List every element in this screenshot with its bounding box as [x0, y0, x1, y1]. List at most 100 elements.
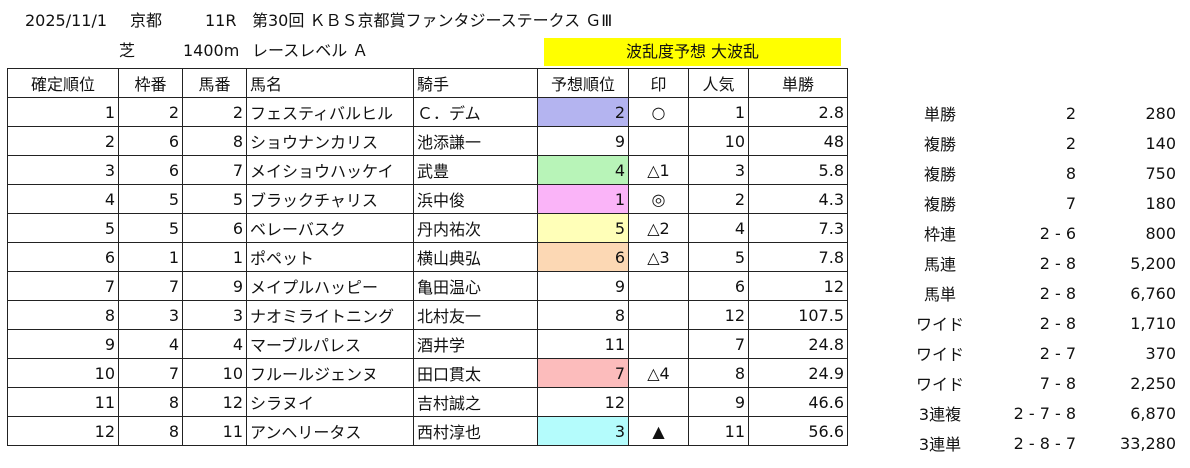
payout-row: 複勝 7 180	[890, 188, 1180, 218]
payout-combination: 8	[1065, 163, 1076, 183]
popularity-cell: 12	[688, 300, 749, 330]
horse-name-cell: マーブルパレス	[246, 329, 414, 359]
horse-number-cell: 6	[182, 213, 247, 243]
horse-name-cell: フェスティバルヒル	[246, 97, 414, 127]
payout-combination: 7	[1065, 193, 1076, 213]
col-header: 印	[628, 68, 689, 98]
payout-kind: 3連単	[918, 435, 962, 454]
horse-name-cell: ブラックチャリス	[246, 184, 414, 214]
horse-number-cell: 1	[182, 242, 247, 272]
popularity-cell: 7	[688, 329, 749, 359]
horse-name-cell: シラヌイ	[246, 387, 414, 417]
horse-name-cell: ポペット	[246, 242, 414, 272]
results-header-row: 確定順位 枠番 馬番 馬名 騎手 予想順位 印 人気 単勝	[7, 68, 848, 98]
payout-amount: 2,250	[1130, 373, 1176, 393]
win-odds-cell: 7.8	[748, 242, 848, 272]
horse-number-cell: 5	[182, 184, 247, 214]
payout-row: 馬連 2 - 8 5,200	[890, 248, 1180, 278]
prediction-mark-cell: ▲	[628, 416, 689, 446]
predicted-rank-cell: 5	[537, 213, 629, 243]
payout-combination: 2 - 8	[1039, 253, 1076, 273]
bracket-number-cell: 7	[118, 271, 183, 301]
prediction-mark-cell	[628, 271, 689, 301]
bracket-number-cell: 2	[118, 97, 183, 127]
payout-kind: 馬単	[923, 285, 956, 304]
table-row: 3 6 7 メイショウハッケイ 武豊 4 △1 3 5.8	[7, 155, 848, 185]
payout-row: 馬単 2 - 8 6,760	[890, 278, 1180, 308]
table-row: 12 8 11 アンヘリータス 西村淳也 3 ▲ 11 56.6	[7, 416, 848, 446]
finish-position-cell: 10	[7, 358, 119, 388]
horse-number-cell: 8	[182, 126, 247, 156]
horse-number-cell: 11	[182, 416, 247, 446]
jockey-cell: 西村淳也	[413, 416, 538, 446]
payout-combination: 7 - 8	[1039, 373, 1076, 393]
popularity-cell: 6	[688, 271, 749, 301]
finish-position-cell: 9	[7, 329, 119, 359]
popularity-cell: 9	[688, 387, 749, 417]
bracket-number-cell: 8	[118, 387, 183, 417]
finish-position-cell: 12	[7, 416, 119, 446]
prediction-mark-cell: ○	[628, 97, 689, 127]
table-row: 4 5 5 ブラックチャリス 浜中俊 1 ◎ 2 4.3	[7, 184, 848, 214]
popularity-cell: 1	[688, 97, 749, 127]
win-odds-cell: 46.6	[748, 387, 848, 417]
payout-kind: ワイド	[915, 315, 964, 334]
popularity-cell: 4	[688, 213, 749, 243]
jockey-cell: 丹内祐次	[413, 213, 538, 243]
prediction-mark-cell: △3	[628, 242, 689, 272]
table-row: 11 8 12 シラヌイ 吉村誠之 12 9 46.6	[7, 387, 848, 417]
jockey-cell: 北村友一	[413, 300, 538, 330]
prediction-mark-cell	[628, 329, 689, 359]
jockey-cell: 亀田温心	[413, 271, 538, 301]
predicted-rank-cell: 4	[537, 155, 629, 185]
payout-amount: 33,280	[1120, 433, 1176, 453]
win-odds-cell: 48	[748, 126, 848, 156]
win-odds-cell: 4.3	[748, 184, 848, 214]
horse-number-cell: 3	[182, 300, 247, 330]
bracket-number-cell: 8	[118, 416, 183, 446]
payout-row: 3連単 2 - 8 - 7 33,280	[890, 428, 1180, 458]
popularity-cell: 2	[688, 184, 749, 214]
results-table: 確定順位 枠番 馬番 馬名 騎手 予想順位 印 人気 単勝 1 2 2 フェスティバル…	[7, 68, 848, 446]
payout-amount: 140	[1145, 133, 1176, 153]
bracket-number-cell: 3	[118, 300, 183, 330]
jockey-cell: 武豊	[413, 155, 538, 185]
horse-name-cell: アンヘリータス	[246, 416, 414, 446]
payout-kind: 複勝	[923, 195, 956, 214]
win-odds-cell: 2.8	[748, 97, 848, 127]
col-header: 確定順位	[7, 68, 119, 98]
payout-combination: 2 - 7 - 8	[1013, 403, 1076, 423]
jockey-cell: 浜中俊	[413, 184, 538, 214]
payout-row: 枠連 2 - 6 800	[890, 218, 1180, 248]
payout-kind: 複勝	[923, 165, 956, 184]
predicted-rank-cell: 12	[537, 387, 629, 417]
race-number: 11R	[205, 11, 237, 30]
horse-number-cell: 10	[182, 358, 247, 388]
col-header: 人気	[688, 68, 749, 98]
predicted-rank-cell: 9	[537, 271, 629, 301]
bracket-number-cell: 4	[118, 329, 183, 359]
payout-combination: 2 - 7	[1039, 343, 1076, 363]
payout-row: 複勝 8 750	[890, 158, 1180, 188]
bracket-number-cell: 6	[118, 155, 183, 185]
payout-amount: 800	[1145, 223, 1176, 243]
bracket-number-cell: 7	[118, 358, 183, 388]
table-row: 7 7 9 メイプルハッピー 亀田温心 9 6 12	[7, 271, 848, 301]
horse-name-cell: ベレーバスク	[246, 213, 414, 243]
table-row: 9 4 4 マーブルパレス 酒井学 11 7 24.8	[7, 329, 848, 359]
col-header: 枠番	[118, 68, 183, 98]
prediction-mark-cell	[628, 387, 689, 417]
horse-number-cell: 2	[182, 97, 247, 127]
predicted-rank-cell: 3	[537, 416, 629, 446]
payout-amount: 750	[1145, 163, 1176, 183]
payout-combination: 2 - 6	[1039, 223, 1076, 243]
popularity-cell: 3	[688, 155, 749, 185]
win-odds-cell: 56.6	[748, 416, 848, 446]
table-row: 10 7 10 フルールジェンヌ 田口貫太 7 △4 8 24.9	[7, 358, 848, 388]
horse-number-cell: 9	[182, 271, 247, 301]
horse-name-cell: ショウナンカリス	[246, 126, 414, 156]
finish-position-cell: 4	[7, 184, 119, 214]
payout-amount: 280	[1145, 103, 1176, 123]
horse-name-cell: ナオミライトニング	[246, 300, 414, 330]
